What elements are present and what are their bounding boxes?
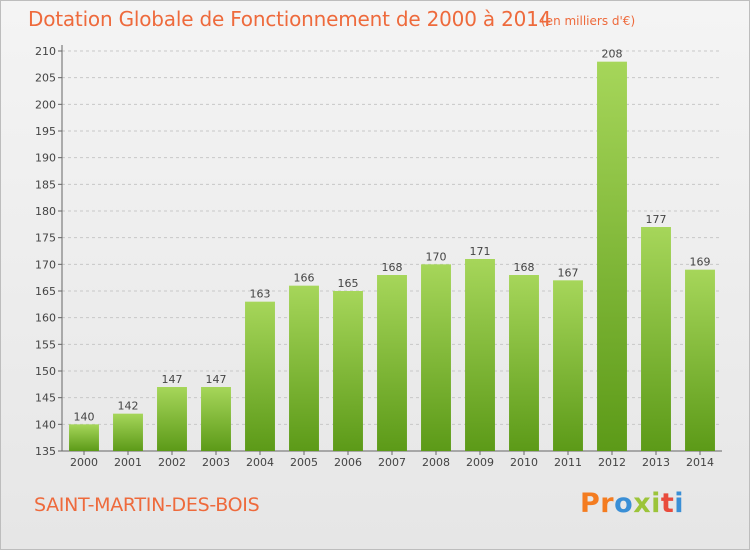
- bar-2000: [69, 424, 99, 451]
- bar-2012: [597, 61, 627, 452]
- bar-2009: [465, 259, 495, 451]
- y-tick-label: 135: [35, 445, 56, 458]
- x-tick-label: 2005: [290, 456, 318, 469]
- data-label: 168: [382, 261, 403, 274]
- y-tick-label: 155: [35, 338, 56, 351]
- logo-letter: x: [633, 488, 652, 519]
- data-label: 140: [74, 410, 95, 423]
- data-label: 147: [162, 373, 183, 386]
- y-tick-label: 175: [35, 232, 56, 245]
- y-tick-label: 150: [35, 365, 56, 378]
- x-tick-labels: 2000 2001 2002 2003 2004 2005 2006 2007 2008 2009…: [70, 451, 714, 469]
- proxiti-logo[interactable]: Proxiti: [580, 488, 684, 519]
- y-tick-label: 180: [35, 205, 56, 218]
- y-tick-label: 145: [35, 392, 56, 405]
- logo-letter: o: [614, 488, 634, 519]
- data-label: 177: [646, 213, 667, 226]
- data-label: 169: [690, 256, 711, 269]
- chart-title: Dotation Globale de Fonctionnement de 20…: [28, 7, 552, 31]
- bar-2001: [113, 413, 143, 451]
- y-tick-label: 140: [35, 418, 56, 431]
- bar-2011: [553, 280, 583, 451]
- logo-letter: t: [660, 488, 675, 519]
- x-tick-label: 2010: [510, 456, 538, 469]
- data-label: 208: [602, 48, 623, 61]
- bar-2005: [289, 285, 319, 451]
- x-tick-label: 2000: [70, 456, 98, 469]
- x-tick-label: 2004: [246, 456, 274, 469]
- bar-2002: [157, 387, 187, 451]
- x-tick-label: 2008: [422, 456, 450, 469]
- logo-letter: r: [600, 488, 615, 519]
- y-tick-label: 205: [35, 72, 56, 85]
- commune-name: SAINT-MARTIN-DES-BOIS: [34, 494, 260, 516]
- x-tick-label: 2007: [378, 456, 406, 469]
- data-label: 167: [558, 266, 579, 279]
- bar-2007: [377, 275, 407, 451]
- logo-letter: i: [651, 488, 661, 519]
- data-label: 142: [118, 400, 139, 413]
- y-tick-label: 170: [35, 258, 56, 271]
- data-labels: 140 142 147 147 163 166 165 168 170 171 168 167 208 1…: [74, 48, 711, 424]
- y-tick-label: 210: [35, 45, 56, 58]
- y-tick-label: 185: [35, 178, 56, 191]
- bar-2006: [333, 291, 363, 451]
- x-tick-label: 2011: [554, 456, 582, 469]
- x-tick-label: 2014: [686, 456, 714, 469]
- data-label: 166: [294, 272, 315, 285]
- data-label: 168: [514, 261, 535, 274]
- y-tick-label: 190: [35, 152, 56, 165]
- x-tick-label: 2013: [642, 456, 670, 469]
- logo-letter: i: [674, 488, 685, 519]
- bar-2003: [201, 387, 231, 451]
- bars: [69, 61, 715, 452]
- x-tick-label: 2002: [158, 456, 186, 469]
- x-tick-label: 2009: [466, 456, 494, 469]
- logo-letter: P: [580, 488, 601, 519]
- data-label: 147: [206, 373, 227, 386]
- y-tick-label: 160: [35, 312, 56, 325]
- data-label: 171: [470, 245, 491, 258]
- x-tick-label: 2012: [598, 456, 626, 469]
- bar-2008: [421, 264, 451, 451]
- y-tick-labels: 135 140 145 150 155 160 165 170 175 180 185 190 195 2…: [35, 45, 62, 458]
- bar-2014: [685, 269, 715, 451]
- x-tick-label: 2001: [114, 456, 142, 469]
- data-label: 170: [426, 250, 447, 263]
- bar-2013: [641, 227, 671, 451]
- chart-unit-label: (en milliers d'€): [541, 14, 636, 28]
- y-tick-label: 165: [35, 285, 56, 298]
- x-tick-label: 2003: [202, 456, 230, 469]
- data-label: 163: [250, 288, 271, 301]
- bar-2010: [509, 275, 539, 451]
- y-tick-label: 200: [35, 98, 56, 111]
- y-tick-label: 195: [35, 125, 56, 138]
- data-label: 165: [338, 277, 359, 290]
- bar-2004: [245, 301, 275, 451]
- x-tick-label: 2006: [334, 456, 362, 469]
